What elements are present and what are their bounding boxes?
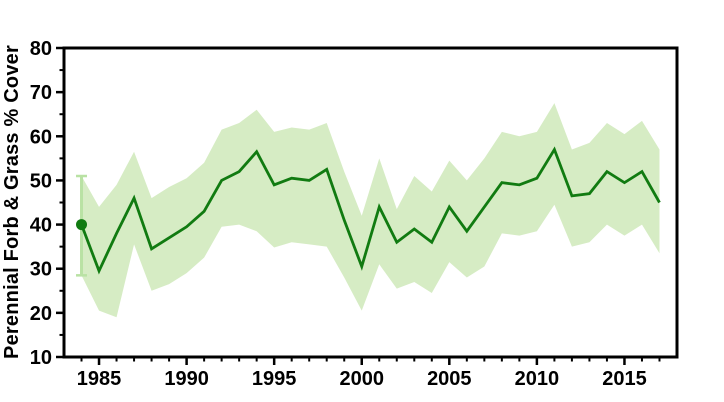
y-tick-label: 10 <box>30 347 52 369</box>
y-tick-label: 70 <box>30 82 52 104</box>
axis-frame <box>62 46 679 359</box>
y-tick-label: 20 <box>30 303 52 325</box>
x-tick-label: 2015 <box>602 368 647 390</box>
x-tick-label: 2010 <box>515 368 560 390</box>
confidence-band <box>81 103 660 318</box>
y-axis-title: Perennial Forb & Grass % Cover <box>1 45 23 359</box>
tick-labels: 10 20 30 40 50 60 70 80 1985 1990 1995 2000 2005 2010… <box>30 38 647 390</box>
x-tick-label: 2000 <box>339 368 384 390</box>
x-tick-label: 1990 <box>164 368 209 390</box>
x-tick-label: 2005 <box>427 368 472 390</box>
trend-line <box>80 146 661 275</box>
y-tick-label: 30 <box>30 259 52 281</box>
x-tick-label: 1985 <box>77 368 122 390</box>
first-year-point <box>76 219 88 231</box>
y-tick-label: 60 <box>30 126 52 148</box>
y-tick-label: 50 <box>30 170 52 192</box>
x-tick-label: 1995 <box>252 368 297 390</box>
y-tick-label: 40 <box>30 215 52 237</box>
y-tick-label: 80 <box>30 38 52 60</box>
